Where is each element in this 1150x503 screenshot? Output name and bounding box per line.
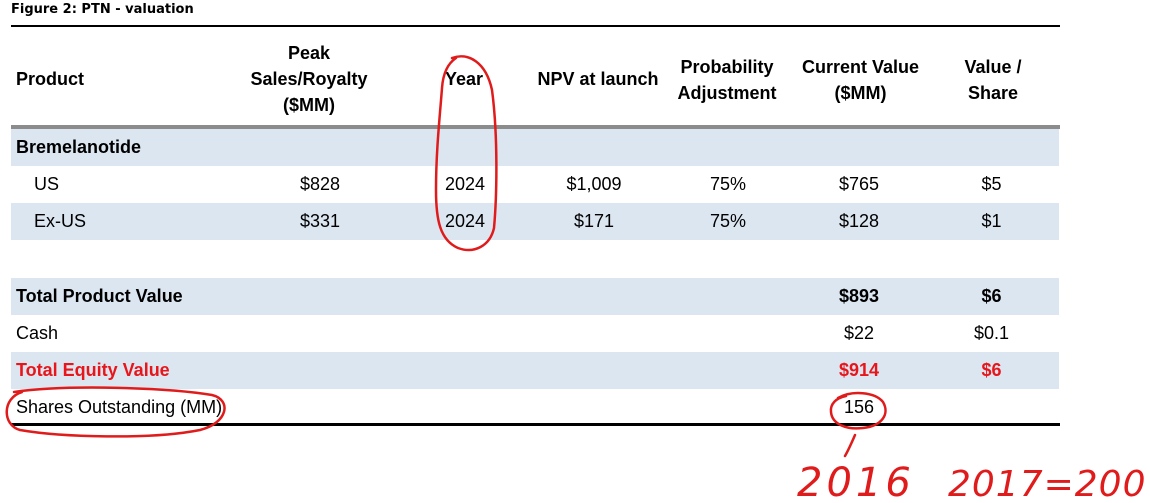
row-label: Total Equity Value: [16, 360, 170, 380]
header-year: Year: [444, 69, 484, 89]
cell-current-value: $914: [838, 360, 880, 380]
row-label: Shares Outstanding (MM): [16, 397, 223, 417]
cell-current-value: $765: [838, 174, 880, 194]
header-peak-sales: Peak Sales/Royalty ($MM): [250, 43, 368, 115]
row-label: US: [34, 174, 60, 194]
row-label: Cash: [16, 323, 59, 343]
cell-peak: $331: [299, 211, 341, 231]
cell-npv: $171: [573, 211, 615, 231]
bottom-rule: [11, 423, 1060, 426]
header-rule: [11, 125, 1060, 129]
cell-value-share: $0.1: [973, 323, 1010, 343]
table-row-bremelanotide: Bremelanotide: [11, 129, 1059, 166]
cell-year: 2024: [444, 211, 486, 231]
pointer-mark: [843, 433, 857, 458]
table-row-total-product-value: Total Product Value $893 $6: [11, 278, 1059, 315]
cell-prob: 75%: [709, 211, 747, 231]
table-row-cash: Cash $22 $0.1: [11, 315, 1059, 352]
header-probability: Probability Adjustment: [677, 57, 777, 103]
table-row-ex-us: Ex-US $331 2024 $171 75% $128 $1: [11, 203, 1059, 240]
header-product: Product: [16, 69, 85, 89]
table-row-us: US $828 2024 $1,009 75% $765 $5: [11, 166, 1059, 203]
cell-current-value: $22: [843, 323, 875, 343]
table-row-total-equity-value: Total Equity Value $914 $6: [11, 352, 1059, 389]
cell-current-value: $893: [838, 286, 880, 306]
row-label: Total Product Value: [16, 286, 183, 306]
handwritten-note-2017: 2017=200: [948, 464, 1147, 503]
row-label: Ex-US: [34, 211, 87, 231]
table-row-shares-outstanding: Shares Outstanding (MM) 156: [11, 389, 1059, 426]
handwritten-note-2016: 2016: [797, 460, 915, 503]
cell-value-share: $5: [981, 174, 1002, 194]
cell-npv: $1,009: [566, 174, 622, 194]
header-current-value: Current Value ($MM): [801, 57, 920, 103]
cell-year: 2024: [444, 174, 486, 194]
cell-current-value: $128: [838, 211, 880, 231]
cell-current-value: 156: [843, 397, 875, 417]
header-value-share: Value / Share: [964, 57, 1022, 103]
row-label: Bremelanotide: [16, 137, 142, 157]
cell-value-share: $6: [981, 360, 1002, 380]
figure-title: Figure 2: PTN - valuation: [11, 2, 194, 17]
cell-prob: 75%: [709, 174, 747, 194]
cell-peak: $828: [299, 174, 341, 194]
header-npv: NPV at launch: [537, 69, 659, 89]
cell-value-share: $6: [981, 286, 1002, 306]
cell-value-share: $1: [981, 211, 1002, 231]
top-rule: [11, 25, 1060, 27]
